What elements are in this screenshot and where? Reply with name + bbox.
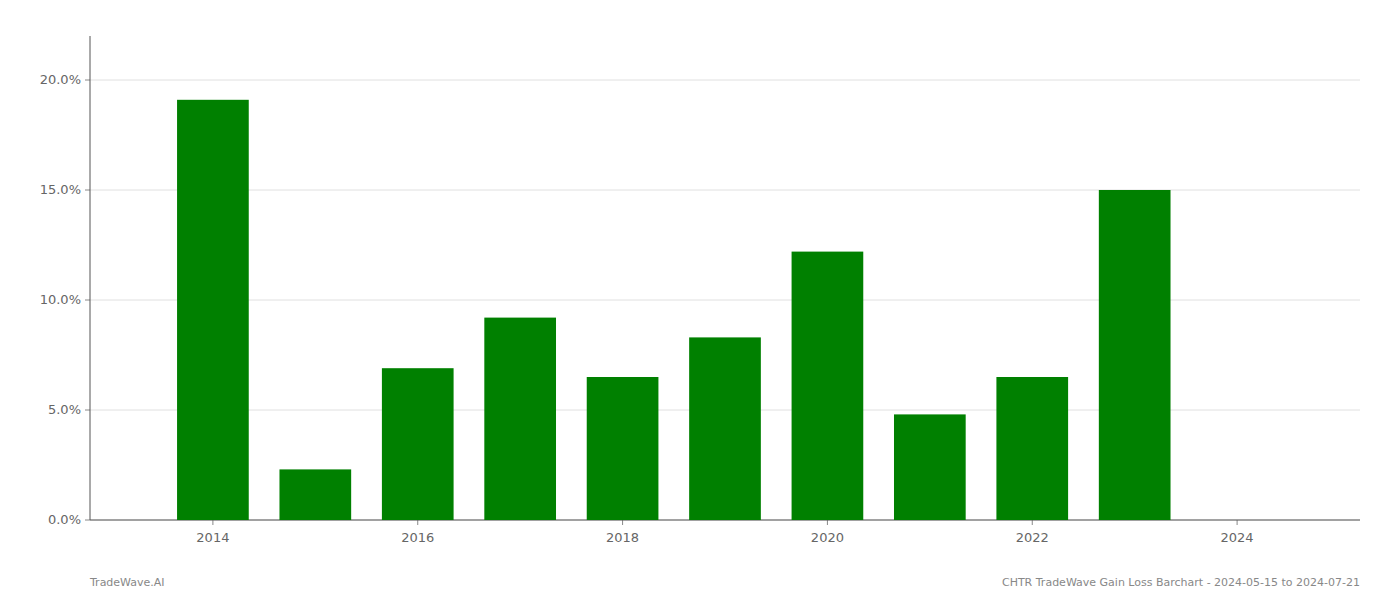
x-tick-label: 2022 <box>1016 530 1049 545</box>
bar <box>484 318 556 520</box>
y-tick <box>85 410 90 411</box>
bar <box>587 377 659 520</box>
y-tick-label: 20.0% <box>40 72 81 87</box>
bar <box>792 252 864 520</box>
y-axis-line <box>90 36 91 520</box>
bar <box>689 337 761 520</box>
x-tick <box>827 520 828 525</box>
x-tick <box>622 520 623 525</box>
y-tick <box>85 80 90 81</box>
y-tick-label: 10.0% <box>40 292 81 307</box>
x-tick-label: 2020 <box>811 530 844 545</box>
bar <box>996 377 1068 520</box>
y-tick <box>85 520 90 521</box>
bar <box>382 368 454 520</box>
axes: 0.0% 5.0% 10.0% 15.0% 20.0% 2014 2016 2018 2020 2… <box>40 36 1360 545</box>
x-tick <box>212 520 213 525</box>
bar <box>279 469 351 520</box>
footer-left: TradeWave.AI <box>89 576 165 589</box>
x-tick <box>417 520 418 525</box>
y-tick-label: 0.0% <box>48 512 81 527</box>
y-tick-label: 5.0% <box>48 402 81 417</box>
y-tick-label: 15.0% <box>40 182 81 197</box>
grid-line <box>90 80 1360 81</box>
footer-right: CHTR TradeWave Gain Loss Barchart - 2024… <box>1002 576 1360 589</box>
x-tick-label: 2016 <box>401 530 434 545</box>
bars <box>177 100 1170 520</box>
bar <box>177 100 249 520</box>
y-tick <box>85 190 90 191</box>
x-tick-label: 2024 <box>1221 530 1254 545</box>
grid <box>90 80 1360 520</box>
bar <box>894 414 966 520</box>
bar <box>1099 190 1171 520</box>
x-tick <box>1032 520 1033 525</box>
x-tick <box>1237 520 1238 525</box>
x-tick-label: 2014 <box>196 530 229 545</box>
x-tick-label: 2018 <box>606 530 639 545</box>
chart: 0.0% 5.0% 10.0% 15.0% 20.0% 2014 2016 2018 2020 2… <box>0 0 1400 600</box>
y-tick <box>85 300 90 301</box>
